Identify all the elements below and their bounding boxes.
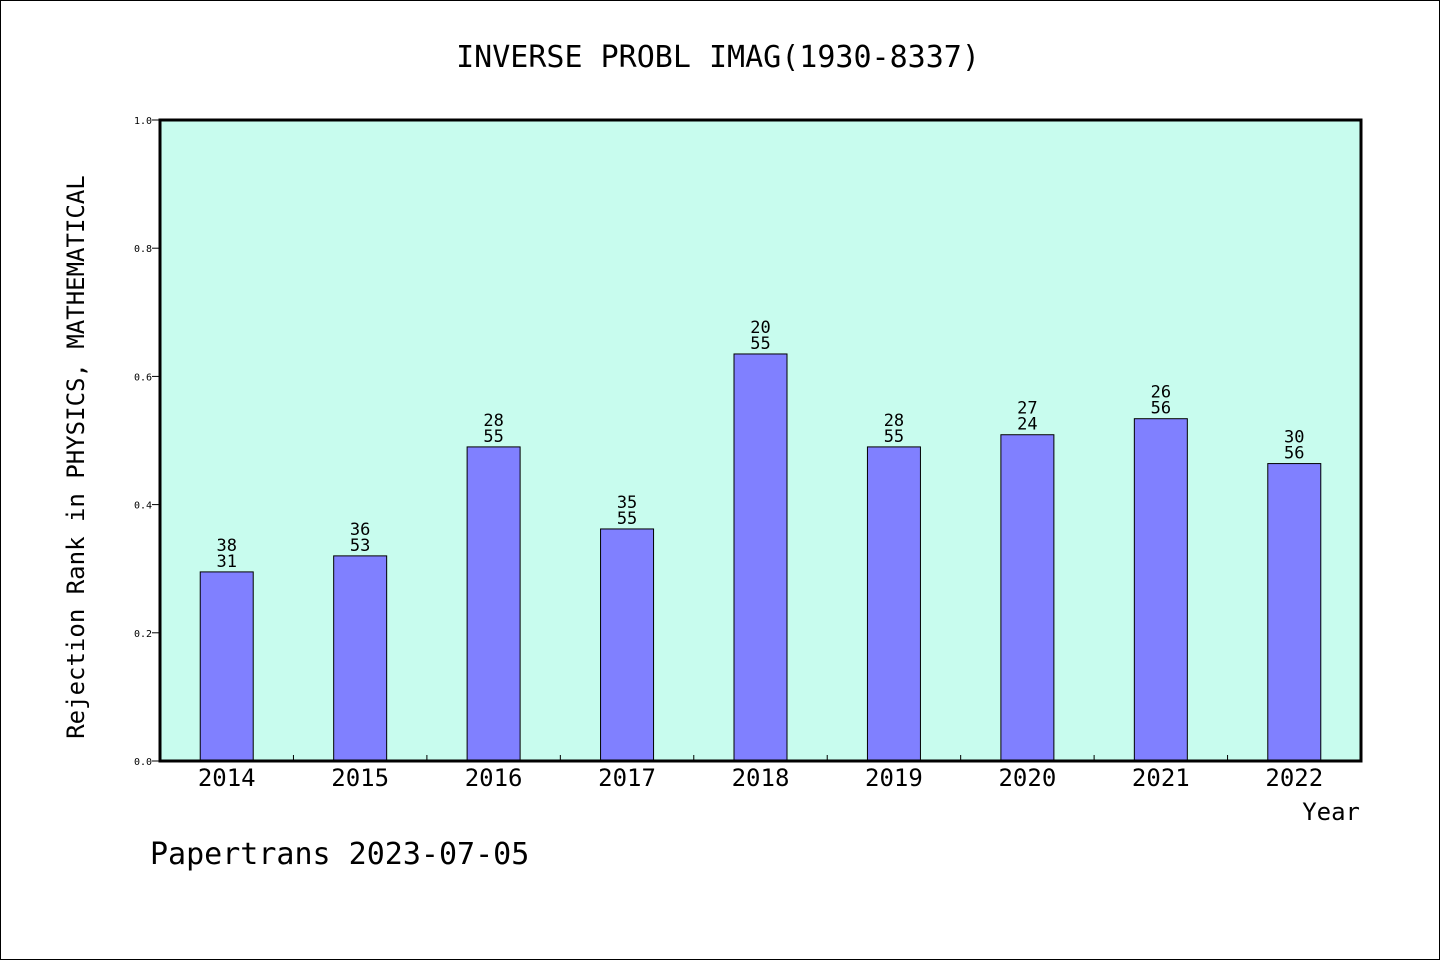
bar-2014 xyxy=(199,571,254,762)
bar-label-top: 27 xyxy=(1017,399,1037,419)
bar-2019 xyxy=(866,446,921,762)
y-tick-label: 1.0 xyxy=(134,116,152,127)
y-tick-label: 0.0 xyxy=(134,757,152,768)
bar-label-top: 28 xyxy=(483,411,503,431)
footer-text: Papertrans 2023-07-05 xyxy=(150,837,529,872)
y-tick-label: 0.6 xyxy=(134,372,152,383)
bar-label-top: 20 xyxy=(750,318,770,338)
bar-label-top: 38 xyxy=(216,536,236,556)
x-tick-label: 2014 xyxy=(198,764,256,792)
x-tick-label: 2022 xyxy=(1265,764,1323,792)
y-axis: 0.0 0.2 0.4 0.6 0.8 1.0 xyxy=(134,116,160,768)
bar-label-bottom: 31 xyxy=(216,552,236,572)
plot-border xyxy=(158,118,1363,763)
x-tick-label: 2018 xyxy=(732,764,790,792)
bar-2015 xyxy=(333,555,388,762)
bar-label-bottom: 55 xyxy=(750,334,770,354)
bars xyxy=(199,353,1322,762)
bar-2016 xyxy=(466,446,521,762)
x-tick-label: 2019 xyxy=(865,764,923,792)
bar-label-bottom: 24 xyxy=(1017,415,1037,435)
x-tick-label: 2021 xyxy=(1132,764,1190,792)
x-axis-label: Year xyxy=(1302,798,1360,826)
chart-title: INVERSE PROBL IMAG(1930-8337) xyxy=(456,40,980,75)
bar-label-top: 26 xyxy=(1151,383,1171,403)
bar-label-bottom: 55 xyxy=(884,427,904,447)
y-axis-label: Rejection Rank in PHYSICS, MATHEMATICAL xyxy=(62,175,90,739)
bar-label-top: 35 xyxy=(617,493,637,513)
bar-label-bottom: 55 xyxy=(617,509,637,529)
bar-label-bottom: 56 xyxy=(1284,444,1304,464)
bar-label-top: 30 xyxy=(1284,428,1304,448)
bar-2020 xyxy=(1000,434,1055,762)
y-tick-label: 0.4 xyxy=(134,501,152,512)
x-tick-label: 2020 xyxy=(998,764,1056,792)
x-tick-label: 2016 xyxy=(465,764,523,792)
bar-2022 xyxy=(1267,463,1322,762)
bar-label-bottom: 56 xyxy=(1151,399,1171,419)
x-tick-label: 2017 xyxy=(598,764,656,792)
bar-label-bottom: 53 xyxy=(350,536,370,556)
y-tick-label: 0.2 xyxy=(134,629,152,640)
y-tick-label: 0.8 xyxy=(134,244,152,255)
bar-label-top: 28 xyxy=(884,411,904,431)
x-tick-label: 2015 xyxy=(331,764,389,792)
bar-2021 xyxy=(1133,418,1188,762)
x-axis: 2014 2015 2016 2017 2018 2019 2020 2021 2022 xyxy=(198,755,1323,792)
bar-2017 xyxy=(600,528,655,762)
bar-2018 xyxy=(733,353,788,762)
bar-label-bottom: 55 xyxy=(483,427,503,447)
bar-label-top: 36 xyxy=(350,520,370,540)
